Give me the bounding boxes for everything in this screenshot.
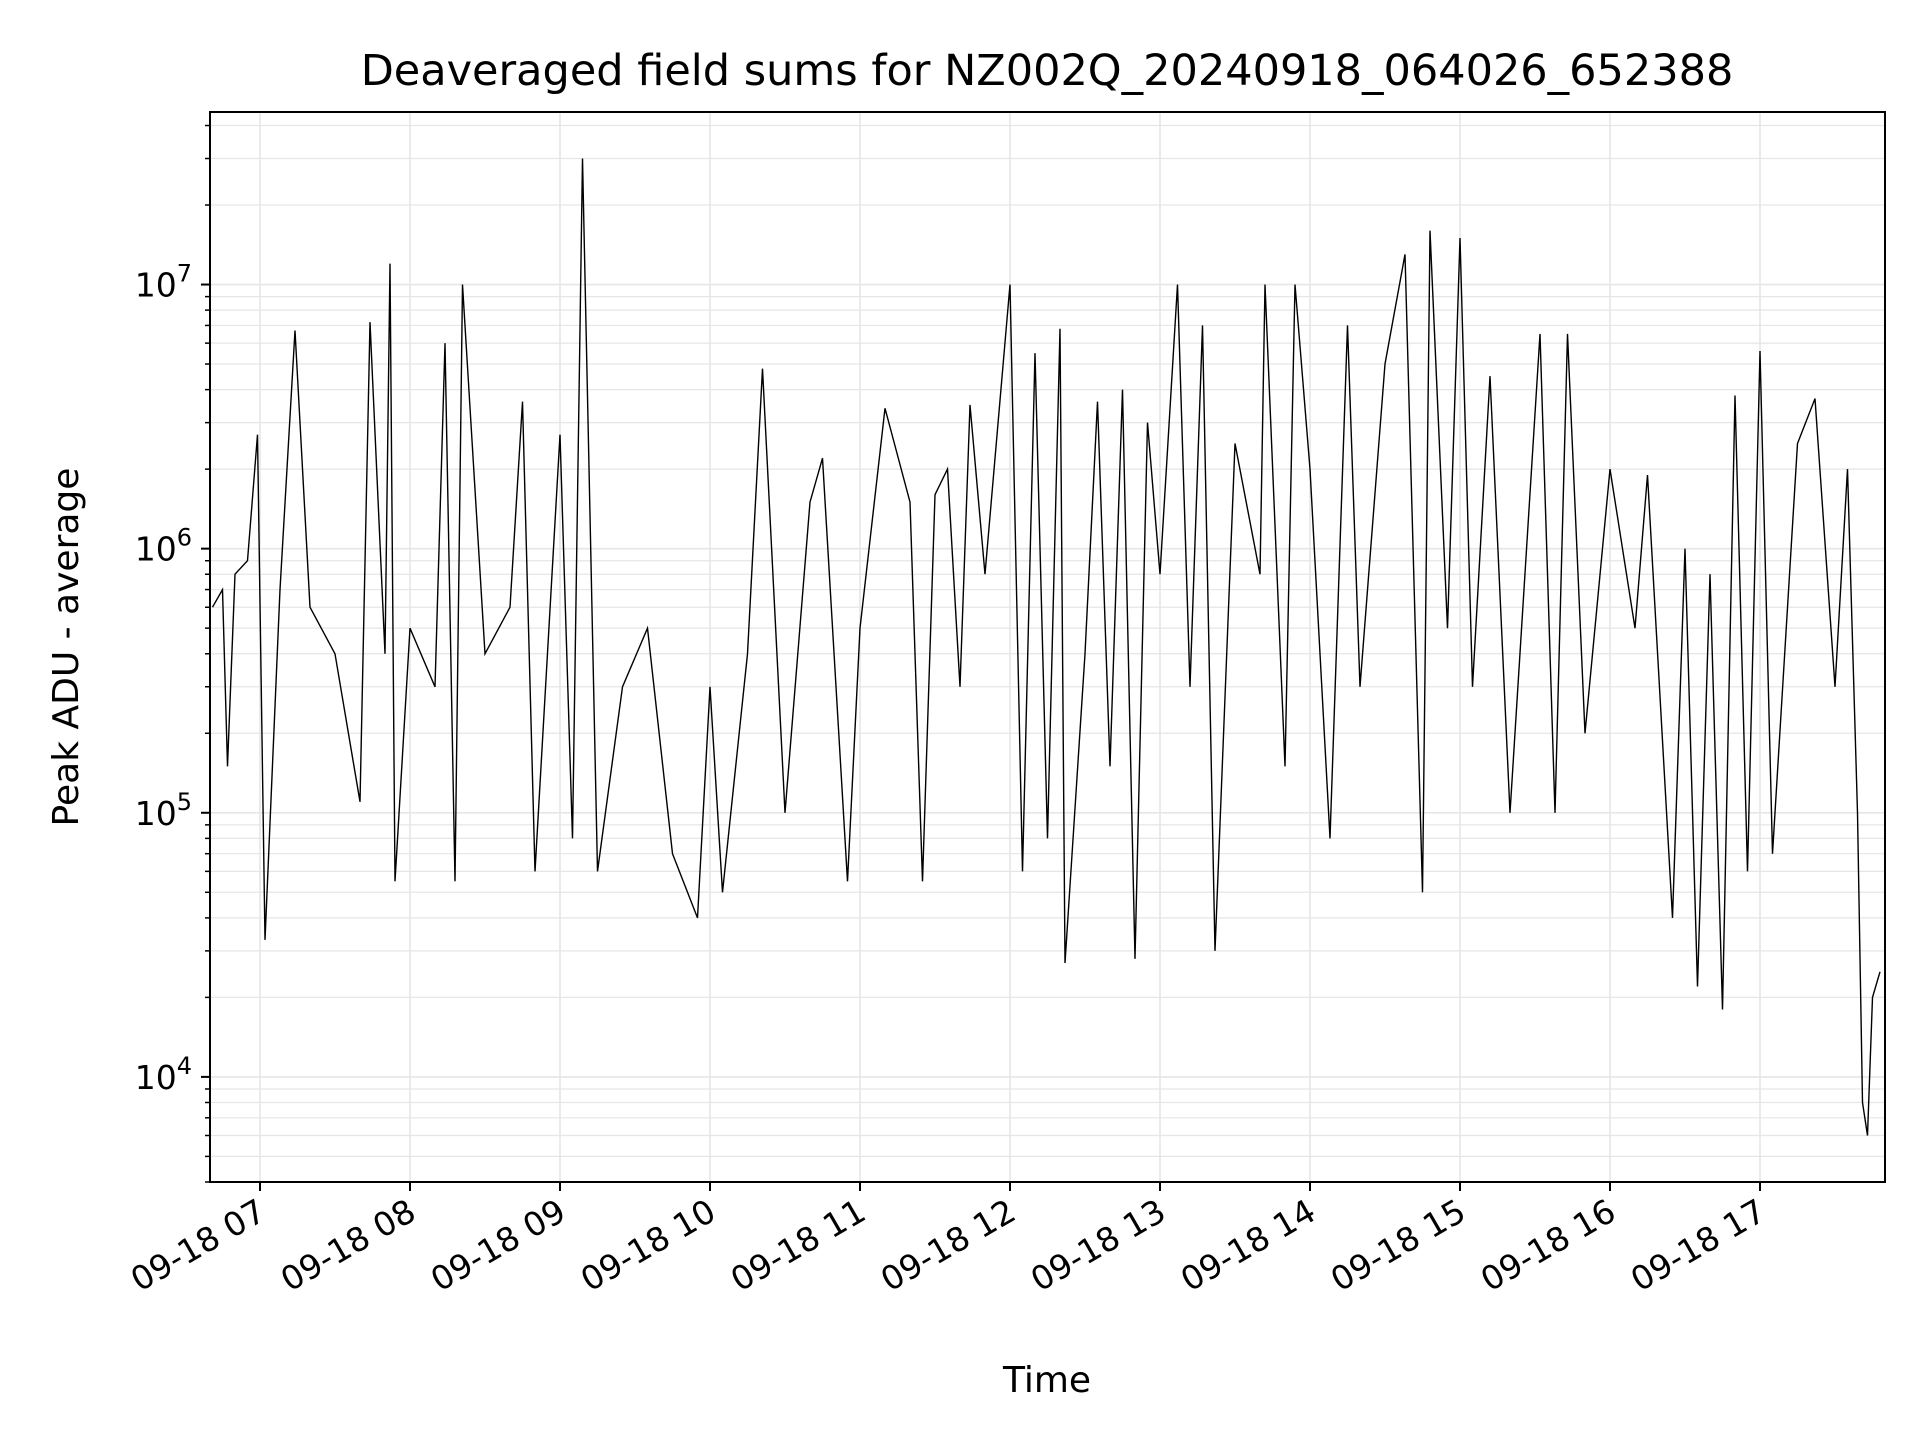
y-tick-label: 105 [135, 788, 192, 833]
series-line [211, 158, 1881, 1136]
chart-title: Deaveraged field sums for NZ002Q_2024091… [361, 46, 1734, 96]
y-tick-label: 106 [135, 524, 192, 569]
y-tick-label: 107 [135, 260, 192, 305]
x-axis-label: Time [1002, 1360, 1091, 1401]
plot-area [211, 158, 1881, 1136]
plot-frame [209, 111, 1886, 1183]
y-axis-label: Peak ADU - average [46, 468, 87, 827]
grid [210, 112, 1885, 1183]
y-tick-label: 104 [135, 1052, 192, 1097]
